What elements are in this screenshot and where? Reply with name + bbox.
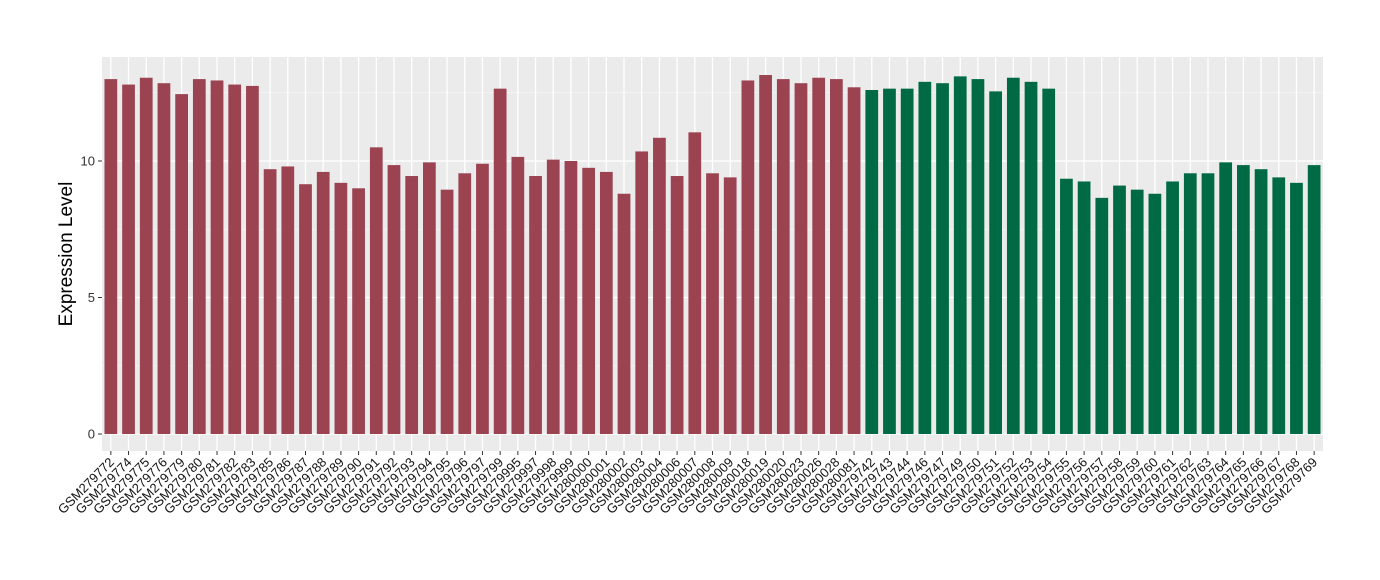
bar-GSM279756 xyxy=(1077,181,1091,434)
bar-GSM279799 xyxy=(493,88,507,434)
bar-GSM279769 xyxy=(1307,165,1321,434)
y-tick-label: 5 xyxy=(88,290,95,305)
bar-GSM279761 xyxy=(1166,181,1179,434)
bar-GSM279758 xyxy=(1113,185,1126,434)
bar-GSM279765 xyxy=(1236,165,1250,434)
bar-GSM279759 xyxy=(1130,189,1144,434)
bar-GSM279779 xyxy=(175,94,189,435)
bar-GSM279753 xyxy=(1024,81,1038,434)
bar-GSM280001 xyxy=(599,171,613,435)
bar-GSM279787 xyxy=(299,184,312,434)
y-tick-label: 10 xyxy=(81,154,95,169)
bar-GSM279752 xyxy=(1006,77,1020,435)
bar-GSM279747 xyxy=(936,83,949,434)
bar-GSM280000 xyxy=(582,167,596,434)
bar-GSM280020 xyxy=(776,79,790,434)
bar-GSM279764 xyxy=(1219,162,1233,435)
bar-GSM279780 xyxy=(192,79,206,434)
bar-GSM279782 xyxy=(228,84,242,434)
bar-GSM280026 xyxy=(812,77,826,435)
bar-GSM280023 xyxy=(794,83,808,434)
bar-GSM279749 xyxy=(953,76,967,435)
bar-GSM280028 xyxy=(829,79,843,434)
bar-GSM280009 xyxy=(723,177,737,434)
bar-GSM279768 xyxy=(1290,182,1303,434)
bar-GSM280019 xyxy=(759,75,772,434)
bar-GSM280008 xyxy=(706,173,719,434)
bar-GSM279789 xyxy=(334,182,348,434)
bar-GSM280004 xyxy=(653,137,666,435)
bar-GSM279754 xyxy=(1042,88,1056,434)
y-axis: 0 5 10 xyxy=(81,154,102,442)
bar-GSM279788 xyxy=(316,171,330,435)
bar-GSM279797 xyxy=(476,163,489,435)
bar-GSM279766 xyxy=(1254,169,1268,434)
y-tick-label: 0 xyxy=(88,427,95,442)
bar-GSM280002 xyxy=(617,193,631,434)
bar-GSM279775 xyxy=(139,77,153,435)
bar-GSM279742 xyxy=(865,90,879,435)
bar-GSM279794 xyxy=(422,162,436,435)
bar-GSM279781 xyxy=(210,80,224,434)
bar-GSM279757 xyxy=(1095,197,1109,434)
bar-GSM279751 xyxy=(989,91,1003,434)
bar-GSM279744 xyxy=(900,88,914,434)
bar-GSM279762 xyxy=(1183,173,1197,434)
bar-GSM279997 xyxy=(529,176,542,434)
bar-GSM280003 xyxy=(635,151,649,434)
bar-GSM279792 xyxy=(387,165,401,434)
bar-GSM279998 xyxy=(546,159,560,434)
bar-GSM279795 xyxy=(440,189,454,434)
bar-GSM280081 xyxy=(847,87,861,434)
bar-GSM279783 xyxy=(246,85,259,435)
x-axis: GSM279772GSM279774GSM279775GSM279776GSM2… xyxy=(55,451,1320,517)
bar-GSM279760 xyxy=(1148,193,1162,434)
bar-GSM279999 xyxy=(564,161,578,434)
bar-GSM279785 xyxy=(263,169,277,434)
bar-GSM279767 xyxy=(1272,177,1286,434)
bar-layer xyxy=(104,75,1321,435)
bar-GSM279791 xyxy=(369,147,383,434)
bar-GSM279796 xyxy=(458,173,472,434)
bar-GSM279786 xyxy=(281,166,295,434)
bar-GSM280018 xyxy=(741,80,755,434)
y-axis-title: Expression Level xyxy=(56,182,77,327)
bar-GSM280007 xyxy=(688,132,702,434)
bar-GSM279790 xyxy=(352,188,365,434)
bar-GSM280006 xyxy=(670,176,684,434)
bar-GSM279793 xyxy=(405,176,419,434)
bar-GSM279750 xyxy=(971,79,985,434)
bar-GSM279772 xyxy=(104,79,118,434)
bar-GSM279743 xyxy=(883,88,896,434)
bar-GSM279755 xyxy=(1060,178,1073,434)
bar-GSM279763 xyxy=(1201,173,1215,434)
bar-GSM279995 xyxy=(511,156,525,434)
bar-GSM279776 xyxy=(157,83,171,434)
bar-GSM279746 xyxy=(918,81,932,434)
bar-GSM279774 xyxy=(122,84,135,434)
